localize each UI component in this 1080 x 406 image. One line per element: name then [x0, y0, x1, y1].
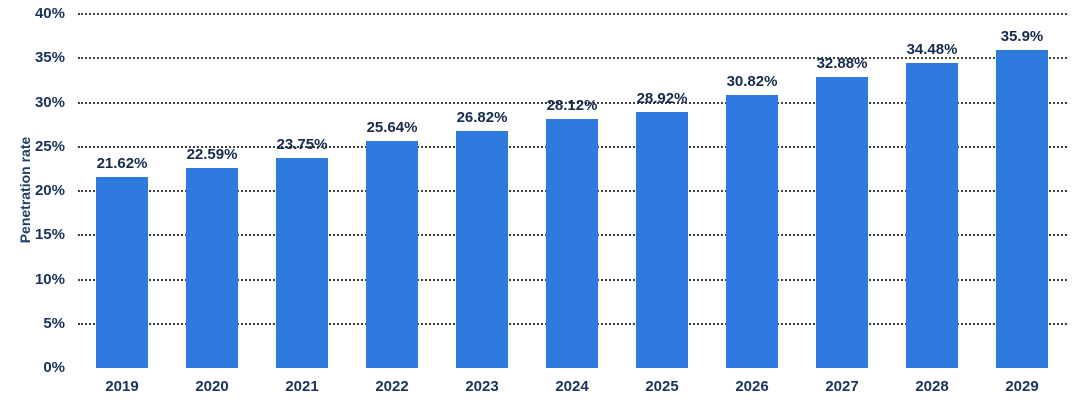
bar-value-label-2025: 28.92% [636, 90, 688, 108]
y-tick-label-20%: 20% [34, 182, 65, 199]
bar-value-label-2023: 26.82% [456, 108, 508, 126]
bar-value-label-2021: 23.75% [276, 135, 328, 153]
bar-value-label-2024: 28.12% [546, 97, 598, 115]
x-tick-label-2021: 2021 [285, 378, 319, 395]
bar-value-label-2029: 35.9% [1000, 28, 1044, 46]
x-tick-label-2028: 2028 [915, 378, 949, 395]
bar-value-label-2027: 32.88% [816, 55, 868, 72]
y-tick-label-40%: 40% [34, 5, 65, 22]
bar-2023 [456, 130, 508, 368]
bar-2028 [906, 62, 958, 368]
bar-value-label-2022: 25.64% [366, 119, 418, 137]
x-tick-label-2025: 2025 [645, 378, 679, 395]
gridline-30% [78, 101, 1067, 104]
bar-2029 [996, 50, 1048, 368]
bar-2022 [366, 141, 418, 368]
x-tick-label-2026: 2026 [735, 378, 769, 395]
gridline-35% [78, 57, 1067, 60]
bar-2021 [276, 157, 328, 368]
bar-value-label-2019: 21.62% [96, 154, 148, 172]
bar-2020 [186, 168, 238, 368]
y-tick-label-10%: 10% [34, 270, 65, 288]
y-tick-label-0%: 0% [43, 359, 65, 376]
x-tick-label-2029: 2029 [1005, 378, 1039, 395]
y-tick-label-35%: 35% [34, 49, 65, 67]
gridline-40% [78, 13, 1067, 15]
y-tick-label-15%: 15% [34, 226, 65, 244]
bar-value-label-2020: 22.59% [186, 146, 238, 164]
bar-2027 [816, 77, 868, 368]
bar-2019 [96, 176, 148, 368]
x-tick-label-2027: 2027 [825, 378, 859, 395]
x-tick-label-2024: 2024 [555, 378, 589, 395]
y-tick-label-30%: 30% [34, 93, 65, 111]
x-tick-label-2019: 2019 [105, 378, 139, 395]
x-tick-label-2022: 2022 [375, 378, 409, 395]
x-tick-label-2020: 2020 [195, 378, 229, 395]
bar-2025 [636, 112, 688, 368]
bar-2026 [726, 95, 778, 368]
y-tick-label-25%: 25% [34, 137, 65, 155]
bar-2024 [546, 119, 598, 368]
bar-value-label-2028: 34.48% [906, 40, 958, 58]
bar-value-label-2026: 30.82% [726, 73, 778, 91]
y-tick-label-5%: 5% [43, 314, 65, 332]
x-tick-label-2023: 2023 [465, 378, 499, 395]
